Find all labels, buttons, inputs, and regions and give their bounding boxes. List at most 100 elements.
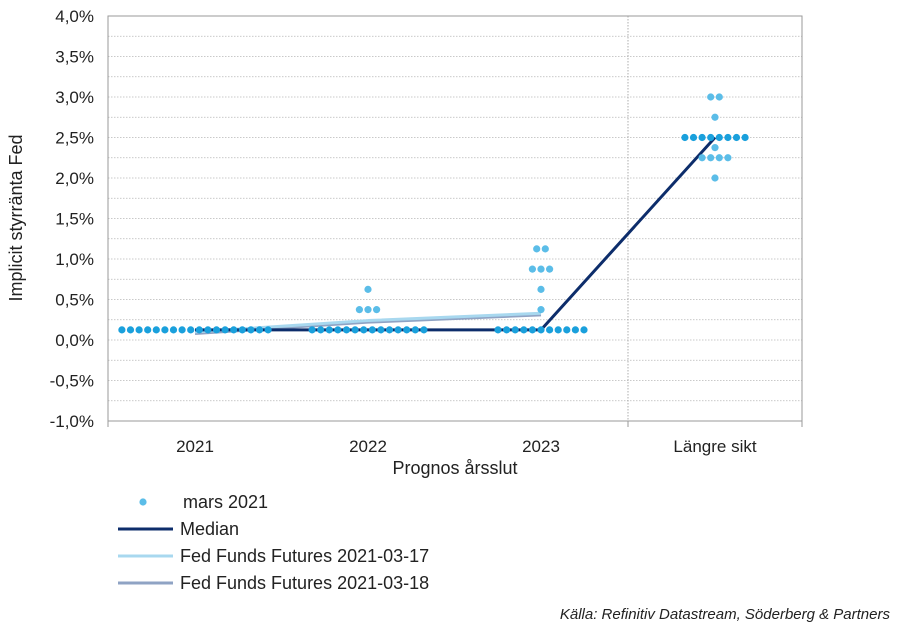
y-tick-label: 0,5% xyxy=(55,291,94,310)
legend-label: Fed Funds Futures 2021-03-18 xyxy=(180,573,429,593)
data-point xyxy=(546,265,554,273)
data-point xyxy=(230,326,238,334)
data-point xyxy=(681,133,689,142)
data-point xyxy=(360,326,368,334)
data-point xyxy=(368,326,376,334)
y-tick-label: -1,0% xyxy=(50,412,94,431)
data-point xyxy=(724,133,732,142)
source-note: Källa: Refinitiv Datastream, Söderberg &… xyxy=(559,606,890,623)
data-point xyxy=(546,326,554,334)
data-point xyxy=(118,326,126,334)
data-point xyxy=(169,326,178,334)
data-point xyxy=(707,93,715,101)
data-point xyxy=(715,133,723,142)
x-tick-label: 2022 xyxy=(349,437,387,456)
data-point xyxy=(247,326,255,334)
y-tick-labels: -1,0% -0,5% 0,0% 0,5% 1,0% 1,5% 2,0% 2,5% 3,0% 3,… xyxy=(50,7,94,431)
data-point xyxy=(537,326,545,334)
y-tick-label: 0,0% xyxy=(55,331,94,350)
data-point xyxy=(528,265,537,273)
y-tick-label: 1,0% xyxy=(55,250,94,269)
data-point xyxy=(689,133,698,142)
plot-frame xyxy=(107,15,803,422)
y-tick-label: 4,0% xyxy=(55,7,94,26)
x-axis-title: Prognos årsslut xyxy=(392,458,517,478)
data-point xyxy=(571,326,580,334)
data-point xyxy=(161,326,169,334)
data-point xyxy=(152,326,160,334)
gridlines xyxy=(108,15,802,422)
data-point xyxy=(580,326,588,334)
data-point xyxy=(364,285,372,293)
x-tick-label: 2023 xyxy=(522,437,560,456)
data-point xyxy=(537,306,545,314)
y-tick-label: 3,5% xyxy=(55,48,94,67)
data-point xyxy=(715,154,723,162)
data-point xyxy=(711,113,719,121)
data-point xyxy=(212,326,221,334)
data-point xyxy=(221,326,229,334)
data-point xyxy=(541,245,549,253)
data-point xyxy=(698,133,706,142)
data-point xyxy=(520,326,528,334)
y-tick-label: -0,5% xyxy=(50,372,94,391)
data-point xyxy=(264,326,272,334)
y-tick-label: 1,5% xyxy=(55,210,94,229)
x-tick-label: 2021 xyxy=(176,437,214,456)
data-point xyxy=(355,306,363,314)
data-point xyxy=(411,326,419,334)
y-tick-label: 2,0% xyxy=(55,169,94,188)
data-point xyxy=(420,326,428,334)
data-point xyxy=(724,154,732,162)
series-lines xyxy=(194,136,717,336)
data-point xyxy=(537,265,545,273)
y-tick-label: 3,0% xyxy=(55,88,94,107)
data-point xyxy=(373,306,381,314)
data-point xyxy=(178,326,186,334)
legend: mars 2021 Median Fed Funds Futures 2021-03… xyxy=(118,492,429,593)
data-point xyxy=(563,326,571,334)
x-tick-labels: 2021 2022 2023 Längre sikt xyxy=(176,437,757,456)
data-point xyxy=(554,326,562,334)
data-point xyxy=(385,326,394,334)
x-tick-label: Längre sikt xyxy=(673,437,756,456)
legend-marker-dots xyxy=(139,498,147,506)
data-point xyxy=(308,326,316,334)
data-point xyxy=(494,326,502,334)
data-point xyxy=(732,133,741,142)
data-point xyxy=(317,326,325,334)
data-point xyxy=(135,326,143,334)
axes xyxy=(107,15,803,427)
data-point xyxy=(537,285,545,293)
data-point xyxy=(364,306,372,314)
y-tick-label: 2,5% xyxy=(55,129,94,148)
data-point xyxy=(342,326,351,334)
data-point xyxy=(325,326,333,334)
data-point xyxy=(715,93,723,101)
data-point xyxy=(503,326,511,334)
data-point xyxy=(741,133,749,142)
data-point xyxy=(351,326,359,334)
legend-label: mars 2021 xyxy=(183,492,268,512)
data-point xyxy=(126,326,135,334)
data-point xyxy=(144,326,152,334)
data-point xyxy=(511,326,519,334)
data-point xyxy=(255,326,264,334)
data-point xyxy=(204,326,212,334)
data-point xyxy=(528,326,537,334)
data-point xyxy=(707,133,715,142)
data-point xyxy=(698,154,706,162)
y-axis-title: Implicit styrränta Fed xyxy=(6,134,26,301)
data-point xyxy=(377,326,385,334)
data-point xyxy=(403,326,411,334)
data-point xyxy=(334,326,342,334)
data-point xyxy=(711,174,719,182)
data-point xyxy=(195,326,203,334)
data-point xyxy=(711,144,719,152)
data-point xyxy=(187,326,195,334)
legend-label: Fed Funds Futures 2021-03-17 xyxy=(180,546,429,566)
data-point xyxy=(238,326,246,334)
data-point xyxy=(533,245,541,253)
dot-series xyxy=(118,93,749,334)
